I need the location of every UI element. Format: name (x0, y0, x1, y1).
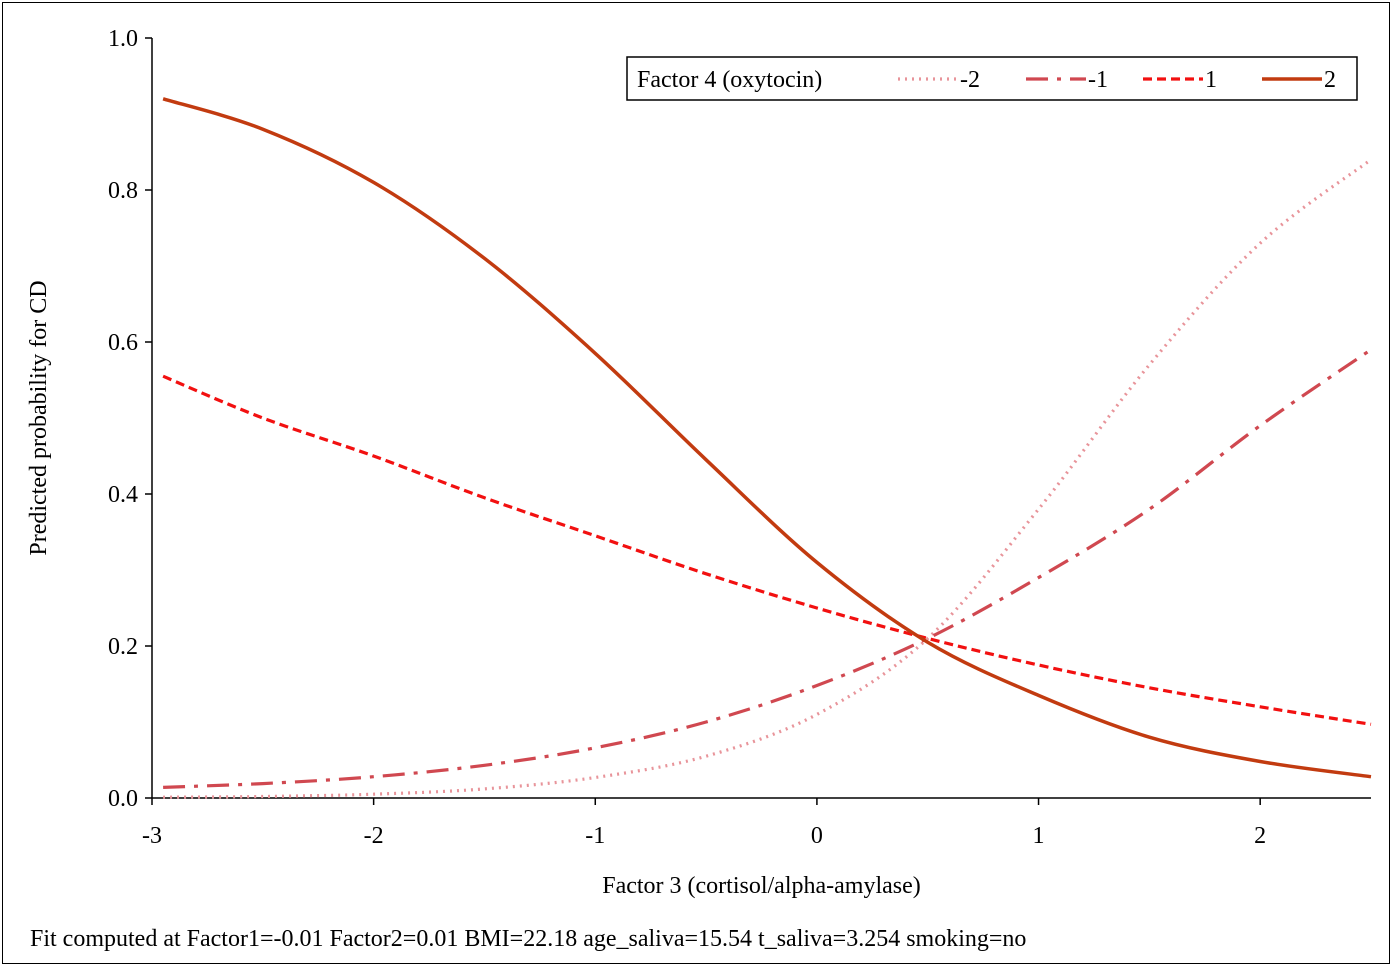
series-layer (162, 97, 1372, 799)
y-tick-label: 0.2 (108, 634, 138, 660)
fit-footnote: Fit computed at Factor1=-0.01 Factor2=0.… (30, 926, 1027, 952)
legend-title: Factor 4 (oxytocin) (637, 67, 822, 93)
x-tick-label: 1 (1033, 823, 1045, 849)
y-axis-title: Predicted probability for CD (26, 280, 52, 555)
x-tick-label: -3 (142, 823, 162, 849)
legend-box (626, 56, 1358, 101)
series-line-2 (162, 97, 1372, 779)
y-tick-label: 1.0 (108, 26, 138, 52)
x-tick-label: -2 (364, 823, 384, 849)
legend-label--1: -1 (1088, 67, 1108, 93)
y-tick-label: 0.6 (108, 330, 138, 356)
y-tick-label: 0.8 (108, 178, 138, 204)
axes: 0.0 0.2 0.4 0.6 0.8 1.0 -3 -2 -1 0 1 2 Factor 3 (cor… (26, 26, 1371, 899)
x-tick-label: 2 (1254, 823, 1266, 849)
y-tick-label: 0.0 (108, 786, 138, 812)
x-tick-label: 0 (811, 823, 823, 849)
x-tick-label: -1 (585, 823, 605, 849)
series-line-1 (162, 374, 1372, 726)
x-axis-title: Factor 3 (cortisol/alpha-amylase) (602, 873, 921, 899)
legend: Factor 4 (oxytocin) -2 -1 1 2 (626, 56, 1358, 101)
y-tick-label: 0.4 (108, 482, 138, 508)
series-line--2 (163, 158, 1372, 799)
legend-label-1: 1 (1205, 67, 1217, 93)
series-line--1 (163, 348, 1372, 789)
legend-label-2: 2 (1324, 67, 1336, 93)
legend-label--2: -2 (960, 67, 980, 93)
